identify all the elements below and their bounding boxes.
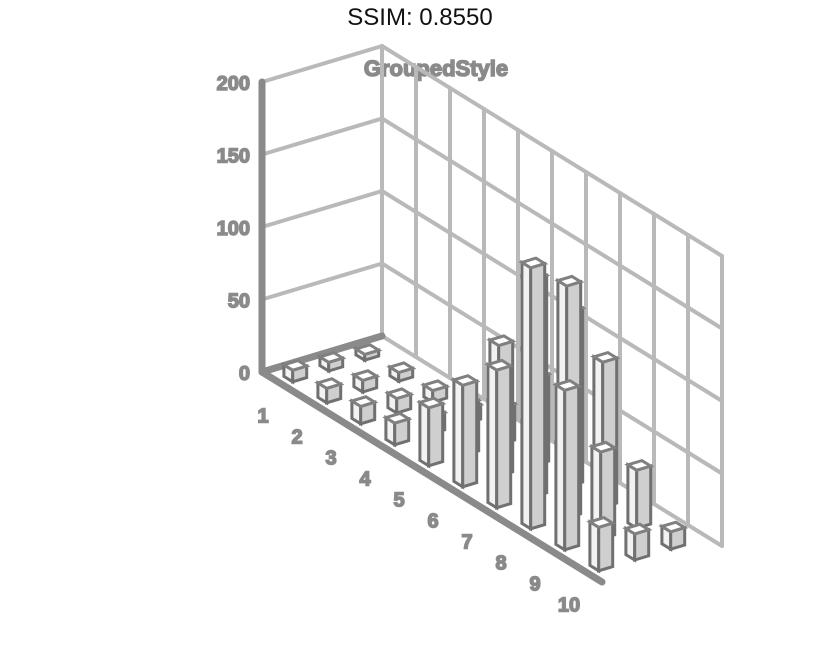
y-tick-label: 200 (217, 73, 250, 95)
x-tick-label: 3 (325, 448, 336, 470)
bar-top-face (624, 458, 655, 472)
bar-top-face (484, 358, 515, 372)
z-axis (258, 332, 386, 376)
bar (624, 458, 655, 531)
label-layer: 0 50 100 150 200 1 2 3 45 6 7 8 9 10 (216, 72, 581, 617)
page-title: SSIM: 0.8550 (347, 4, 493, 31)
x-axis (258, 368, 606, 586)
x-tick-label: 5 (393, 490, 404, 512)
x-tick-label: 10 (558, 595, 580, 617)
bar (280, 358, 311, 385)
y-tick-label: 150 (217, 146, 250, 168)
bar-top-face (384, 387, 415, 401)
bar (450, 374, 481, 490)
grid-line-side (260, 44, 384, 84)
bar-side-face (529, 261, 547, 531)
bar-top-face (352, 343, 383, 357)
y-tick-label: 50 (228, 291, 250, 313)
y-tick-label: 100 (217, 218, 250, 240)
grid-line-horizontal (380, 261, 724, 476)
bar (416, 396, 447, 469)
y-tick-label: 0 (239, 363, 250, 385)
bar-side-face (597, 521, 615, 573)
axis-layer (258, 78, 606, 586)
grid-line-horizontal (380, 44, 724, 258)
bar-side-face (495, 363, 513, 510)
bar (316, 351, 347, 374)
bar-side-face (635, 463, 653, 531)
bar-top-face (590, 350, 621, 364)
bar-top-face (386, 361, 417, 375)
bar-top-face (280, 358, 311, 372)
grid-layer (260, 44, 724, 548)
bar (484, 358, 515, 511)
x-tick-label: 4 (359, 469, 371, 491)
bar-top-face (314, 377, 345, 390)
x-tick-label: 6 (427, 511, 438, 533)
bar-side-face (563, 384, 581, 552)
bar-top-face (554, 274, 585, 288)
x-tick-label: 2 (291, 427, 302, 449)
bar-top-face (348, 395, 379, 409)
bar-top-face (588, 440, 619, 454)
bar-top-face (382, 411, 413, 425)
bar (384, 387, 415, 416)
grid-line-side (260, 189, 384, 229)
bar-layer (280, 256, 689, 574)
x-tick-label: 7 (461, 532, 472, 554)
bar (586, 515, 617, 574)
bar (386, 361, 417, 384)
grid-line-side (260, 261, 384, 302)
grid-line-horizontal (380, 189, 724, 403)
bar-top-face (622, 522, 653, 536)
bar-top-face (586, 515, 617, 529)
x-tick-label: 9 (529, 574, 540, 596)
bar-top-face (416, 396, 447, 410)
bar (350, 369, 381, 395)
grid-line-horizontal (380, 116, 724, 331)
chart-title: GroupedStyle (364, 56, 508, 81)
bar-top-face (450, 374, 481, 387)
bar-top-face (316, 351, 347, 364)
bar-side-face (461, 379, 479, 489)
bar (314, 377, 345, 406)
bar (382, 411, 413, 448)
bar (622, 522, 653, 563)
bar (348, 395, 379, 427)
bar-top-face (552, 378, 583, 392)
bar-top-face (350, 369, 381, 383)
bar-top-face (658, 520, 689, 534)
bar-side-face (427, 401, 445, 468)
bar-top-face (518, 256, 549, 270)
bar (552, 378, 583, 553)
grid-line-horizontal (380, 334, 724, 548)
bar-top-face (420, 379, 451, 393)
bar (352, 343, 383, 363)
bar (658, 520, 689, 552)
bar-top-face (486, 334, 517, 348)
grid-line-side (260, 116, 384, 157)
x-tick-label: 8 (495, 553, 506, 575)
bar (518, 256, 549, 532)
x-tick-label: 1 (257, 406, 268, 428)
